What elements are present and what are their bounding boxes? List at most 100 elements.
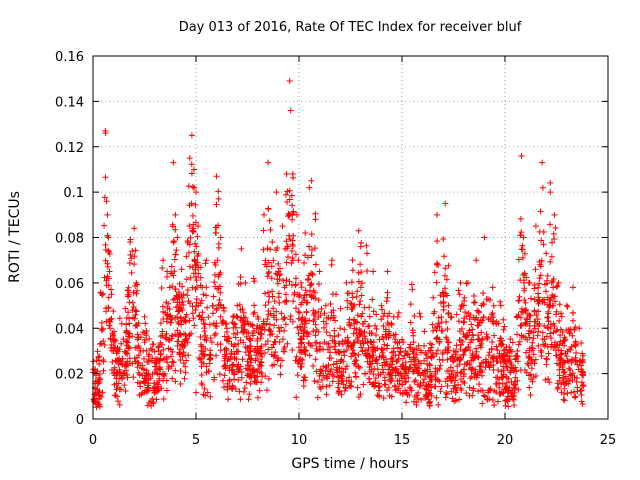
data-point xyxy=(428,354,435,361)
data-point xyxy=(214,341,221,348)
data-point xyxy=(468,366,475,373)
data-point xyxy=(355,269,362,276)
data-point xyxy=(435,401,442,408)
data-point xyxy=(104,263,111,270)
data-point xyxy=(548,253,555,260)
data-point xyxy=(431,269,438,276)
data-point xyxy=(251,309,258,316)
data-point xyxy=(380,394,387,401)
data-point-peak xyxy=(306,184,313,191)
data-point-peak xyxy=(460,302,467,309)
data-point xyxy=(375,380,382,387)
data-point xyxy=(536,228,543,235)
data-point xyxy=(126,260,133,267)
data-point xyxy=(224,386,231,393)
data-point xyxy=(472,299,479,306)
data-point-peak xyxy=(213,173,220,180)
data-point xyxy=(99,291,105,298)
data-point xyxy=(239,306,246,313)
data-point xyxy=(306,352,313,359)
data-point xyxy=(554,342,561,349)
data-point xyxy=(269,362,276,369)
data-point xyxy=(432,365,439,372)
data-point xyxy=(184,292,191,299)
data-point xyxy=(497,335,504,342)
data-point xyxy=(430,294,437,301)
data-point xyxy=(458,387,465,394)
data-point xyxy=(463,360,470,367)
data-point xyxy=(441,253,448,260)
data-point xyxy=(490,302,497,309)
data-point xyxy=(541,322,548,329)
data-point xyxy=(528,295,535,302)
data-point xyxy=(304,254,311,261)
data-point xyxy=(203,292,210,299)
data-point xyxy=(428,392,435,399)
data-point xyxy=(232,321,239,328)
data-point xyxy=(105,305,112,312)
data-point xyxy=(309,270,316,277)
data-point xyxy=(556,301,563,308)
data-point-peak xyxy=(96,375,103,382)
data-point xyxy=(257,347,264,354)
data-point-peak xyxy=(118,320,125,327)
data-point xyxy=(185,249,192,256)
data-point xyxy=(571,326,578,333)
data-point xyxy=(265,311,272,318)
data-point xyxy=(262,341,269,348)
data-point xyxy=(451,382,458,389)
data-point xyxy=(376,353,383,360)
data-point xyxy=(266,321,273,328)
data-point xyxy=(559,375,566,382)
data-point xyxy=(564,390,571,397)
data-point xyxy=(126,355,133,362)
data-point xyxy=(317,366,324,373)
data-point xyxy=(416,370,423,377)
data-point xyxy=(142,378,149,385)
data-point xyxy=(160,315,167,322)
data-point-peak xyxy=(141,313,148,320)
data-point xyxy=(579,400,586,407)
data-point xyxy=(517,232,524,239)
data-point xyxy=(159,328,166,335)
data-point xyxy=(258,343,265,350)
data-point-peak xyxy=(287,107,294,114)
data-point xyxy=(414,395,421,402)
data-point xyxy=(186,222,193,229)
data-point xyxy=(250,310,257,317)
data-point xyxy=(183,276,190,283)
data-point xyxy=(366,368,373,375)
data-point-peak xyxy=(246,336,253,343)
data-point xyxy=(392,386,399,393)
data-point xyxy=(153,379,160,386)
data-point xyxy=(211,279,218,286)
data-point xyxy=(364,267,371,274)
data-point xyxy=(444,338,451,345)
data-point-peak xyxy=(506,347,513,354)
data-point xyxy=(422,372,429,379)
data-point xyxy=(236,388,243,395)
data-point xyxy=(193,261,200,268)
data-point xyxy=(433,394,440,401)
data-point xyxy=(246,391,253,398)
data-point xyxy=(265,289,272,296)
data-point xyxy=(444,326,451,333)
data-point xyxy=(340,369,347,376)
data-point-peak xyxy=(104,211,111,218)
data-point xyxy=(146,335,153,342)
data-point xyxy=(447,314,454,321)
data-point xyxy=(475,332,482,339)
data-point-peak xyxy=(394,313,401,320)
data-point xyxy=(130,374,137,381)
data-point xyxy=(437,299,444,306)
data-point-peak xyxy=(442,200,449,207)
data-point xyxy=(273,308,280,315)
data-point-peak xyxy=(209,302,216,309)
data-point xyxy=(512,352,519,359)
data-point xyxy=(268,275,275,282)
data-point-peak xyxy=(170,159,177,166)
data-point xyxy=(414,381,421,388)
data-point-peak xyxy=(186,155,193,162)
data-point xyxy=(546,379,553,386)
data-point xyxy=(183,253,190,260)
